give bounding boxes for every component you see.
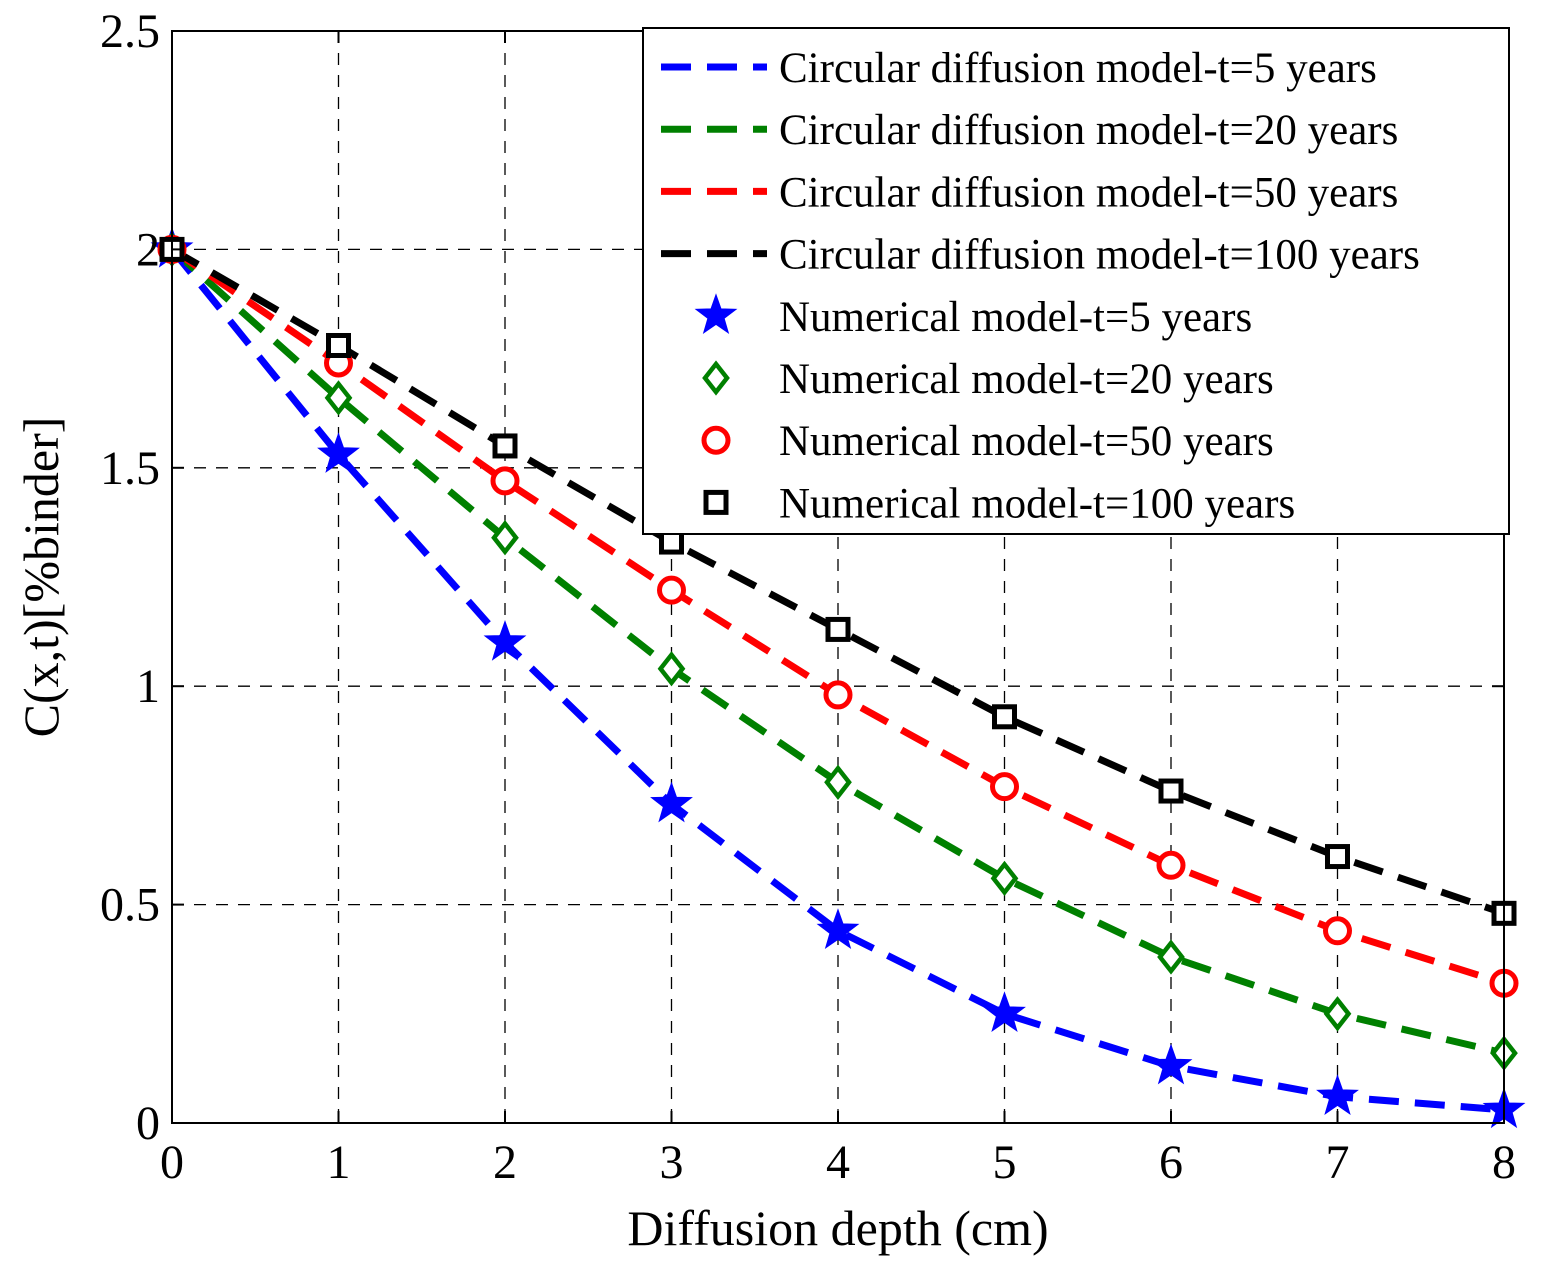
legend-item: Numerical model-t=100 years: [703, 480, 1295, 527]
data-point: [326, 332, 351, 358]
y-axis-label: C(x,t)[%binder]: [13, 417, 69, 738]
legend-item: Circular diffusion model-t=50 years: [661, 169, 1398, 216]
legend-label: Circular diffusion model-t=5 years: [779, 45, 1377, 92]
legend-label: Numerical model-t=50 years: [779, 418, 1274, 465]
data-point: [1156, 850, 1186, 880]
data-point: [650, 781, 693, 823]
series-line: [170, 246, 1506, 917]
legend-label: Circular diffusion model-t=50 years: [779, 169, 1398, 216]
data-point: [317, 432, 360, 473]
data-point: [824, 764, 852, 800]
data-point: [1316, 1074, 1359, 1116]
data-point: [1323, 916, 1352, 946]
y-tick-label: 2.5: [100, 5, 160, 58]
x-axis-label: Diffusion depth (cm): [627, 1200, 1048, 1256]
legend-box: [642, 27, 1510, 535]
legend-label: Circular diffusion model-t=100 years: [779, 232, 1420, 279]
y-tick-label: 0: [136, 1097, 160, 1150]
legend-marker-swatch: [702, 360, 730, 396]
legend-item: Numerical model-t=5 years: [694, 293, 1252, 341]
legend-item: Numerical model-t=50 years: [701, 418, 1274, 465]
x-tick-label: 4: [826, 1136, 850, 1189]
data-point: [491, 520, 519, 556]
data-point: [816, 908, 860, 950]
data-point: [324, 380, 353, 416]
axis-ticks: 0 1 2 3 4 5 6 7 8 0 0.5 1 1.5 2 2.5: [100, 5, 1516, 1189]
x-tick-label: 0: [160, 1136, 184, 1189]
x-tick-label: 8: [1492, 1136, 1516, 1189]
data-point: [1323, 996, 1352, 1032]
data-point: [990, 772, 1019, 802]
x-tick-label: 1: [327, 1136, 351, 1189]
legend-marker-swatch: [701, 425, 731, 455]
legend-item: Circular diffusion model-t=100 years: [661, 232, 1420, 279]
data-point: [992, 704, 1017, 730]
legend-marker-swatch: [703, 489, 729, 515]
legend-marker-swatch: [694, 293, 738, 335]
data-point: [483, 620, 527, 661]
legend-label: Numerical model-t=5 years: [779, 294, 1252, 341]
data-point: [659, 529, 684, 555]
legend-label: Numerical model-t=100 years: [779, 480, 1295, 527]
x-tick-label: 7: [1326, 1136, 1350, 1189]
data-point: [657, 651, 686, 687]
legend-label: Circular diffusion model-t=20 years: [779, 107, 1398, 154]
x-tick-label: 6: [1159, 1136, 1183, 1189]
legend-item: Circular diffusion model-t=20 years: [661, 107, 1398, 154]
legend: Circular diffusion model-t=5 years Circul…: [642, 27, 1510, 535]
y-tick-label: 2: [136, 223, 160, 276]
x-tick-label: 3: [660, 1136, 684, 1189]
data-point: [1149, 1043, 1193, 1085]
data-point: [1158, 778, 1184, 804]
plot-series: [150, 226, 1526, 1129]
x-tick-label: 5: [993, 1136, 1017, 1189]
legend-item: Numerical model-t=20 years: [702, 356, 1274, 403]
data-point: [825, 616, 851, 642]
series-line: [169, 247, 1505, 1114]
data-point: [1325, 844, 1350, 870]
data-point: [823, 680, 853, 710]
y-tick-label: 1.5: [100, 442, 160, 495]
data-point: [490, 466, 520, 496]
legend-item: Circular diffusion model-t=5 years: [661, 45, 1377, 92]
data-point: [657, 575, 686, 605]
y-tick-label: 0.5: [100, 879, 160, 932]
legend-label: Numerical model-t=20 years: [779, 356, 1274, 403]
data-point: [492, 433, 518, 459]
data-point: [1157, 939, 1185, 975]
data-point: [990, 860, 1019, 897]
data-point: [983, 991, 1026, 1033]
x-tick-label: 2: [493, 1136, 517, 1189]
y-tick-label: 1: [136, 660, 160, 713]
